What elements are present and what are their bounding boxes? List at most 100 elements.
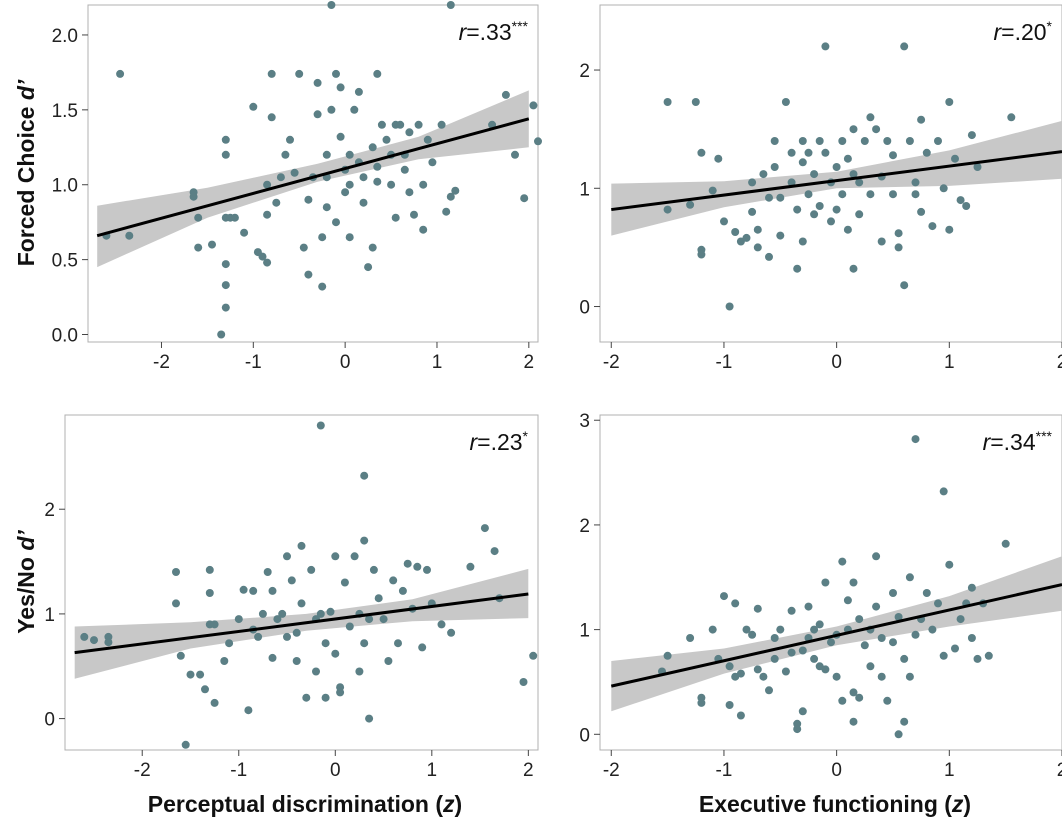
data-point (304, 195, 313, 204)
x-tick-label: 0 (330, 760, 341, 781)
data-point (748, 630, 757, 639)
data-point (350, 552, 359, 561)
data-point (731, 228, 740, 236)
regression-line (96, 117, 530, 238)
data-point (332, 69, 340, 78)
data-point (708, 625, 717, 634)
data-point (307, 565, 316, 574)
data-point (945, 98, 954, 106)
data-point (883, 137, 892, 145)
x-tick-label: -2 (134, 760, 151, 781)
data-point (374, 594, 383, 603)
data-point (905, 137, 914, 145)
data-point (765, 252, 773, 261)
data-point (697, 250, 706, 259)
data-point (798, 707, 807, 716)
data-point (765, 193, 773, 202)
x-tick-label: 2 (1057, 352, 1062, 373)
data-point (447, 628, 456, 637)
data-point (827, 217, 835, 226)
data-point (326, 607, 335, 616)
data-point (410, 210, 418, 219)
x-tick-label: -1 (715, 352, 732, 373)
data-point (725, 701, 734, 709)
data-point (205, 589, 214, 597)
data-point (776, 193, 785, 202)
data-point (804, 602, 813, 611)
data-point (359, 173, 368, 182)
data-point (313, 110, 322, 119)
data-point (686, 634, 695, 642)
data-point (736, 711, 745, 720)
data-point (258, 252, 267, 261)
data-point (529, 101, 538, 110)
panel-bottom-left: -2 -1 0 1 2 0 1 2 r=.23* (44, 414, 539, 781)
data-point (889, 638, 897, 647)
data-point (354, 87, 363, 96)
data-point (663, 98, 672, 106)
y-tick-label: 0.0 (52, 326, 78, 347)
data-point (419, 225, 428, 234)
data-point (297, 599, 306, 608)
plot-frame (599, 4, 1062, 343)
data-point (336, 132, 345, 141)
data-point (313, 78, 322, 87)
data-point (832, 672, 841, 681)
data-point (316, 421, 325, 430)
y-tick-label: 2 (44, 500, 55, 521)
data-point (239, 585, 248, 594)
data-point (281, 150, 290, 159)
x-tick-label: -2 (603, 760, 620, 781)
data-point (821, 578, 830, 587)
data-point (798, 237, 807, 246)
data-point (849, 688, 858, 697)
data-point (753, 243, 762, 252)
data-point (368, 143, 377, 152)
data-point (340, 578, 349, 587)
data-point (287, 576, 296, 585)
data-point (770, 634, 779, 642)
data-point (400, 165, 409, 174)
data-point (838, 696, 847, 705)
data-point (181, 740, 190, 749)
data-point (810, 210, 819, 219)
x-tick-label: -2 (153, 352, 170, 373)
data-point (911, 630, 920, 639)
data-point (939, 651, 948, 660)
panel-top-left: -2 -1 0 1 2 0.0 0.5 1.0 1.5 2.0 r=.33*** (52, 1, 542, 373)
data-point (849, 717, 858, 726)
data-point (240, 228, 249, 237)
correlation-label: r=.23* (469, 428, 528, 455)
data-point (172, 599, 180, 608)
data-point (377, 120, 386, 129)
data-point (798, 646, 807, 655)
data-point (832, 163, 841, 171)
data-point (194, 213, 203, 222)
data-point (268, 586, 277, 595)
data-point (379, 615, 388, 624)
data-point (877, 634, 886, 642)
data-point (922, 589, 931, 597)
data-point (720, 217, 728, 226)
data-point (286, 135, 294, 144)
data-point (446, 1, 455, 9)
data-point (1001, 539, 1010, 548)
data-point (446, 192, 455, 201)
data-point (365, 714, 374, 723)
data-point (345, 622, 354, 631)
data-point (350, 105, 359, 114)
data-point (911, 190, 920, 199)
x-tick-label: -2 (603, 352, 620, 373)
x-tick-label: -1 (230, 760, 247, 781)
data-point (855, 693, 864, 702)
data-point (787, 606, 796, 615)
correlation-label: r=.34*** (983, 428, 1053, 455)
data-point (815, 620, 824, 629)
data-point (414, 120, 423, 129)
data-point (827, 638, 835, 647)
data-point (815, 202, 824, 210)
data-point (928, 625, 937, 634)
data-point (815, 137, 824, 145)
data-point (396, 120, 405, 129)
data-point (742, 233, 751, 242)
